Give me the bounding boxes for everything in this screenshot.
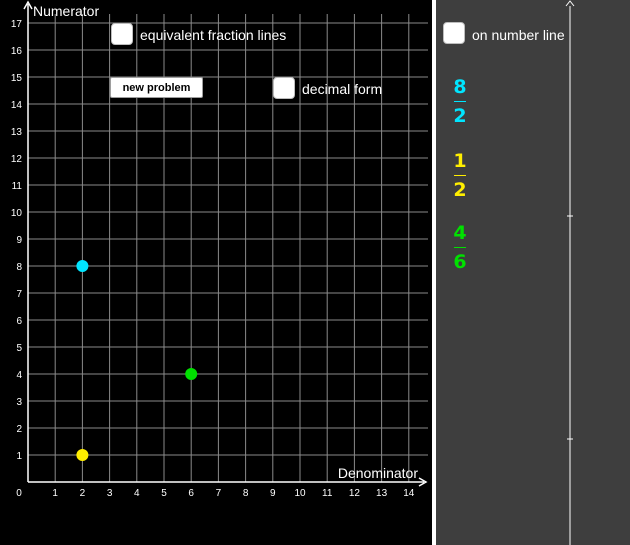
graph-panel: 0 1 2 3 4 5 6 7 8 9 10 11 12 13 14 1 2 3 4 5 6 7 8 9 10 11 12 13 14 1… (0, 0, 432, 545)
x-tick-label: 13 (376, 488, 388, 499)
fraction-point[interactable] (76, 260, 89, 272)
decimal-form-checkbox[interactable] (273, 77, 295, 99)
y-tick-label: 4 (16, 370, 22, 381)
y-tick-label: 17 (11, 19, 23, 30)
fraction-numerator: 8 (453, 76, 467, 98)
y-axis-label: Numerator (33, 3, 99, 19)
fraction-display: 1 2 (446, 150, 474, 201)
y-tick-label: 5 (16, 343, 22, 354)
side-panel (436, 0, 630, 545)
y-tick-label: 8 (16, 262, 22, 273)
tick-labels: 0 1 2 3 4 5 6 7 8 9 10 11 12 13 1412345678910111213141… (11, 19, 415, 499)
fraction-numerator: 1 (453, 150, 467, 172)
axes (23, 0, 428, 487)
y-tick-label: 14 (11, 100, 23, 111)
y-tick-label: 10 (11, 208, 23, 219)
x-tick-label: 4 (134, 488, 140, 499)
y-tick-label: 16 (11, 46, 23, 57)
fraction-point[interactable] (185, 368, 198, 380)
number-line-arrow (565, 0, 575, 7)
y-tick-label: 15 (11, 73, 23, 84)
fraction-denominator: 2 (453, 179, 467, 201)
y-tick-label: 7 (16, 289, 22, 300)
x-tick-label: 14 (403, 488, 415, 499)
fraction-numerator: 4 (453, 222, 467, 244)
x-tick-label: 11 (322, 488, 333, 499)
fraction-point[interactable] (76, 449, 89, 461)
number-line (565, 0, 575, 545)
decimal-form-label: decimal form (302, 81, 383, 97)
x-axis-arrow (418, 477, 428, 487)
y-tick-label: 11 (12, 181, 23, 192)
fraction-display: 8 2 (446, 76, 474, 127)
x-tick-label: 9 (270, 488, 276, 499)
new-problem-button[interactable]: new problem (110, 77, 203, 98)
grid-lines (28, 14, 428, 482)
x-tick-label: 10 (294, 488, 306, 499)
y-tick-label: 2 (16, 424, 22, 435)
y-tick-label: 12 (11, 154, 23, 165)
x-tick-label: 8 (243, 488, 249, 499)
x-tick-label: 12 (349, 488, 361, 499)
x-tick-label: 2 (80, 488, 86, 499)
y-tick-label: 3 (16, 397, 22, 408)
fraction-denominator: 6 (453, 251, 467, 273)
x-tick-label: 5 (161, 488, 167, 499)
y-tick-label: 9 (16, 235, 22, 246)
fraction-bar (454, 175, 466, 176)
fraction-display: 4 6 (446, 222, 474, 273)
fraction-denominator: 2 (453, 105, 467, 127)
x-tick-label: 0 (16, 488, 22, 499)
on-number-line-checkbox[interactable] (443, 22, 465, 44)
fraction-bar (454, 247, 466, 248)
y-axis-arrow (23, 0, 33, 10)
y-tick-label: 6 (16, 316, 22, 327)
fraction-grid-plot: 0 1 2 3 4 5 6 7 8 9 10 11 12 13 1412345678910111213141… (11, 0, 428, 499)
data-points (76, 260, 198, 461)
equivalent-fraction-lines-label: equivalent fraction lines (140, 27, 287, 43)
x-tick-label: 1 (52, 488, 58, 499)
x-tick-label: 3 (107, 488, 113, 499)
x-axis-label: Denominator (338, 465, 418, 481)
y-tick-label: 13 (11, 127, 23, 138)
fraction-bar (454, 101, 466, 102)
x-tick-label: 7 (216, 488, 222, 499)
y-tick-label: 1 (16, 451, 22, 462)
on-number-line-label: on number line (472, 27, 565, 43)
equivalent-fraction-lines-checkbox[interactable] (111, 23, 133, 45)
x-tick-label: 6 (188, 488, 194, 499)
